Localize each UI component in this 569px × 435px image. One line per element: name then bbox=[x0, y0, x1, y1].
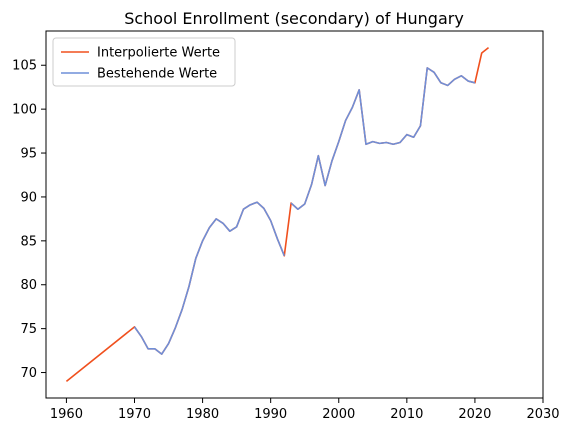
y-tick-label: 95 bbox=[20, 147, 37, 162]
legend: Interpolierte Werte Bestehende Werte bbox=[52, 37, 236, 87]
x-tick-label: 1990 bbox=[254, 407, 287, 422]
y-tick-label: 105 bbox=[12, 59, 37, 74]
plot-lines bbox=[65, 47, 490, 382]
y-axis: 70 75 80 85 90 95 100 105 bbox=[12, 59, 46, 381]
legend-label-0: Interpolierte Werte bbox=[97, 46, 220, 61]
y-tick-label: 75 bbox=[20, 322, 37, 337]
y-tick-label: 90 bbox=[20, 190, 37, 205]
x-tick-label: 2010 bbox=[390, 407, 423, 422]
series-line-1 bbox=[133, 67, 476, 355]
legend-label-1: Bestehende Werte bbox=[97, 67, 217, 82]
x-tick-label: 2000 bbox=[322, 407, 355, 422]
series-line-0 bbox=[65, 47, 490, 382]
legend-box bbox=[52, 37, 236, 87]
x-tick-label: 1970 bbox=[118, 407, 151, 422]
y-tick-label: 80 bbox=[20, 278, 37, 293]
x-axis: 1960 1970 1980 1990 2000 2010 2020 2030 bbox=[50, 398, 560, 422]
y-tick-label: 100 bbox=[12, 103, 37, 118]
x-tick-label: 1980 bbox=[186, 407, 219, 422]
plot-frame bbox=[45, 30, 544, 399]
y-tick-label: 70 bbox=[20, 366, 37, 381]
x-tick-label: 1960 bbox=[50, 407, 83, 422]
chart-title: School Enrollment (secondary) of Hungary bbox=[124, 9, 464, 28]
x-tick-label: 2030 bbox=[526, 407, 559, 422]
y-tick-label: 85 bbox=[20, 234, 37, 249]
x-tick-label: 2020 bbox=[458, 407, 491, 422]
